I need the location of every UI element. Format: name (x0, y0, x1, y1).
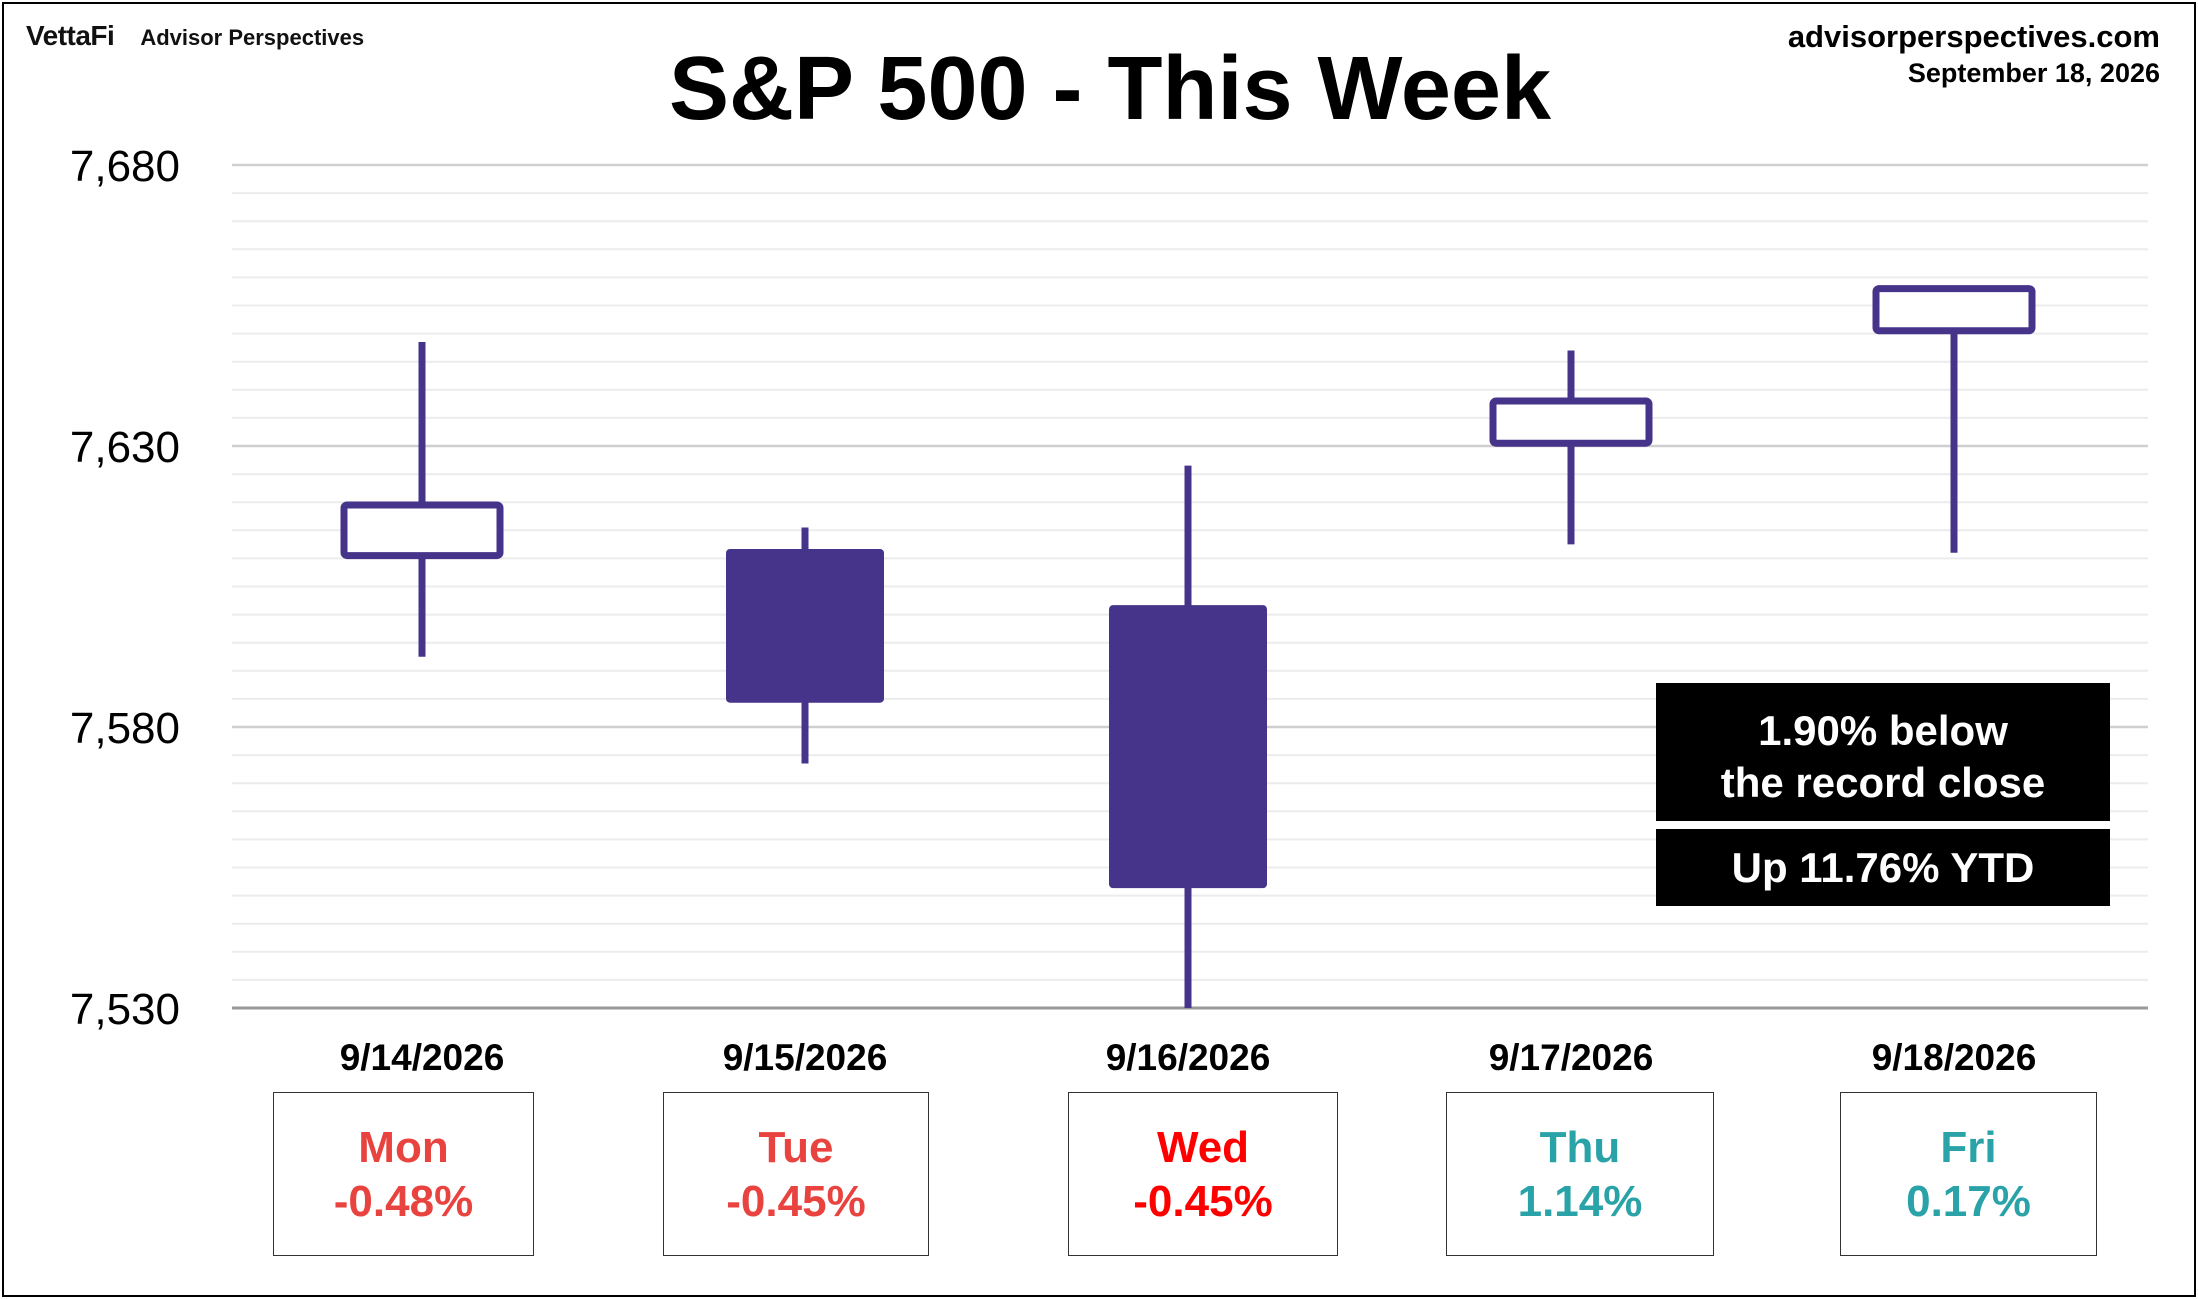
day-change-box: Fri 0.17% (1840, 1092, 2097, 1256)
ytd-text: Up 11.76% YTD (1731, 844, 2035, 891)
record-close-line2: the record close (1720, 759, 2046, 806)
x-tick-label: 9/18/2026 (1872, 1037, 2037, 1078)
candle-body-up (340, 501, 504, 560)
day-name: Fri (1940, 1123, 1997, 1172)
day-change-box: Mon -0.48% (273, 1092, 534, 1256)
day-change-box: Thu 1.14% (1446, 1092, 1714, 1256)
y-tick-label: 7,530 (70, 985, 180, 1034)
day-change-value: -0.45% (1133, 1177, 1273, 1226)
candle-body-up (1489, 397, 1653, 447)
x-tick-label: 9/16/2026 (1106, 1037, 1271, 1078)
ytd-note: Up 11.76% YTD (1656, 829, 2110, 906)
brand-name: Advisor Perspectives (140, 25, 365, 50)
candle-body-down (1109, 605, 1267, 889)
y-tick-label: 7,580 (70, 704, 180, 753)
vettafi-logo: VettaFi (26, 20, 115, 51)
x-tick-label: 9/15/2026 (723, 1037, 888, 1078)
site-url: advisorperspectives.com (1787, 19, 2160, 54)
day-change-box: Wed -0.45% (1068, 1092, 1338, 1256)
candle-body-up (1872, 285, 2036, 335)
day-name: Tue (758, 1123, 834, 1172)
day-change-value: -0.45% (726, 1177, 866, 1226)
x-tick-label: 9/17/2026 (1489, 1037, 1654, 1078)
day-change-value: 0.17% (1906, 1177, 2031, 1226)
record-close-note: 1.90% below the record close (1656, 683, 2110, 821)
day-change-value: 1.14% (1517, 1177, 1643, 1226)
record-close-line1: 1.90% below (1758, 707, 2008, 754)
chart-title: S&P 500 - This Week (668, 39, 1552, 139)
site-info: advisorperspectives.com September 18, 20… (1788, 18, 2160, 90)
candle-body-down (726, 548, 884, 703)
y-tick-label: 7,630 (70, 423, 180, 472)
day-name: Wed (1156, 1123, 1250, 1172)
chart-date: September 18, 2026 (1907, 58, 2160, 88)
brand-header: VettaFi Advisor Perspectives (26, 20, 364, 52)
day-name: Mon (358, 1123, 449, 1172)
x-tick-label: 9/14/2026 (340, 1037, 505, 1078)
day-change-value: -0.48% (333, 1177, 474, 1226)
day-name: Thu (1539, 1123, 1621, 1172)
day-change-box: Tue -0.45% (663, 1092, 929, 1256)
y-tick-label: 7,680 (70, 142, 180, 191)
